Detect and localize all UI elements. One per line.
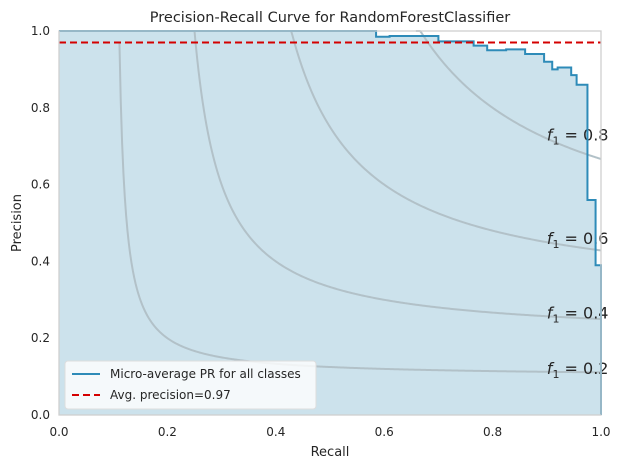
pr-fill-area <box>59 31 601 415</box>
iso-f1-curve-0-2 <box>118 41 602 374</box>
series-lines <box>59 30 602 415</box>
pr-curve-line <box>59 30 602 415</box>
plot-frame <box>58 30 602 416</box>
x-tick-label: 0.8 <box>483 425 502 439</box>
x-axis-label: Recall <box>311 445 350 460</box>
iso-f1-curve-0-6 <box>289 30 602 252</box>
x-axis-ticks: 0.0 0.2 0.4 0.6 0.8 1.0 <box>49 425 610 439</box>
legend-label-pr: Micro-average PR for all classes <box>110 367 301 381</box>
y-tick-label: 1.0 <box>31 24 50 38</box>
legend-label-avg-precision: Avg. precision=0.97 <box>110 388 231 402</box>
x-tick-label: 0.2 <box>158 425 177 439</box>
legend: Micro-average PR for all classes Avg. pr… <box>64 360 317 410</box>
y-axis-label: Precision <box>10 194 25 252</box>
y-tick-label: 0.8 <box>31 101 50 115</box>
x-tick-label: 0.0 <box>49 425 68 439</box>
y-tick-label: 0.6 <box>31 178 50 192</box>
x-tick-label: 0.4 <box>266 425 285 439</box>
y-tick-label: 0.4 <box>31 254 50 268</box>
x-tick-label: 0.6 <box>375 425 394 439</box>
iso-f1-curves <box>118 30 602 374</box>
legend-box <box>64 360 317 410</box>
iso-f1-label-0-4: f1 = 0.4 <box>547 303 609 325</box>
y-axis-ticks: 0.0 0.2 0.4 0.6 0.8 1.0 <box>31 24 50 422</box>
chart-title: Precision-Recall Curve for RandomForestC… <box>150 10 510 26</box>
y-tick-label: 0.0 <box>31 408 50 422</box>
iso-f1-curve-0-8 <box>415 30 602 160</box>
y-tick-label: 0.2 <box>31 331 50 345</box>
iso-f1-label-0-8: f1 = 0.8 <box>547 126 609 148</box>
iso-f1-label-0-2: f1 = 0.2 <box>547 359 609 381</box>
iso-f1-curve-0-4 <box>193 31 602 320</box>
pr-area-fill <box>59 31 601 415</box>
x-tick-label: 1.0 <box>591 425 610 439</box>
